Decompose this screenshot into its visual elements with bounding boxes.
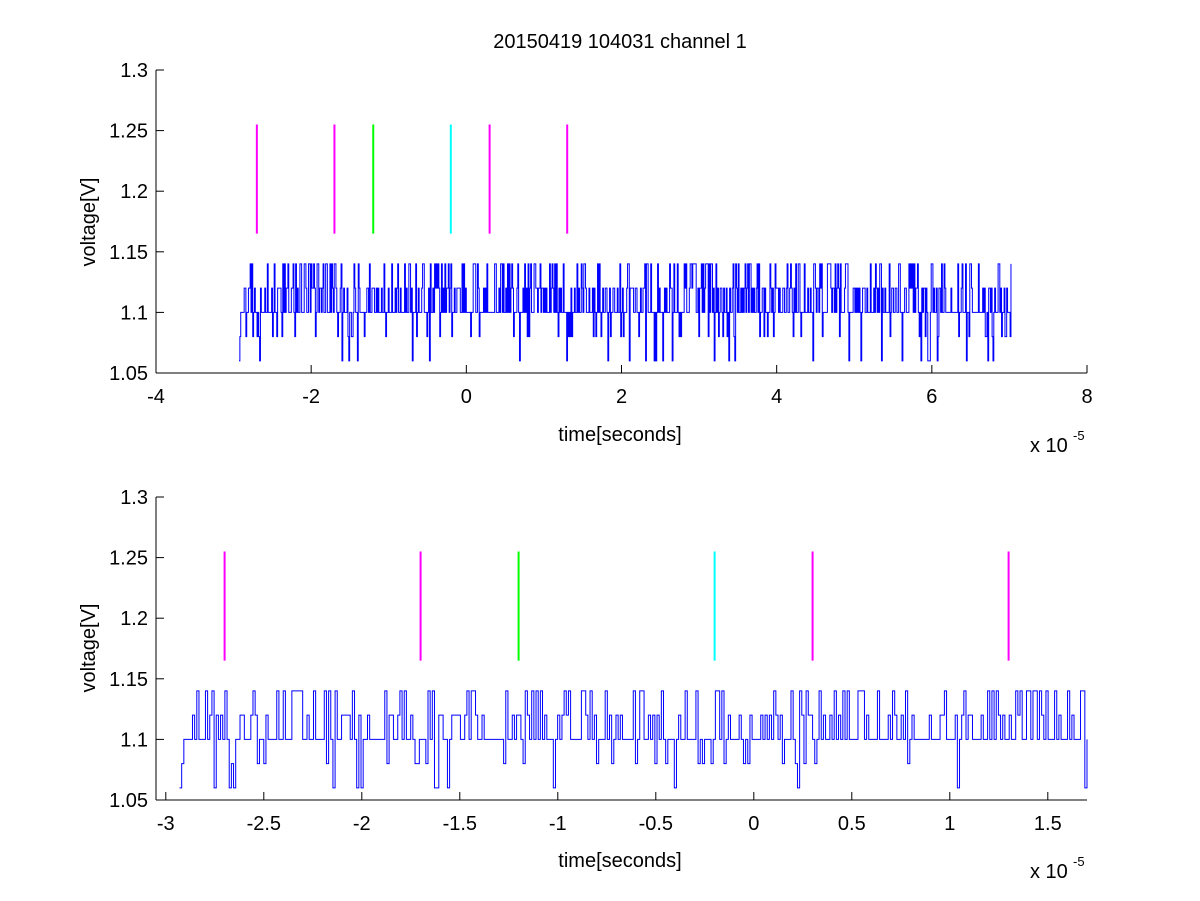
top-signal-line (239, 263, 1012, 362)
top-y-tick-label: 1.3 (120, 60, 148, 82)
top-y-tick-label: 1.05 (109, 363, 148, 385)
bottom-x-tick-label: -1 (549, 813, 567, 835)
top-x-tick-label: 4 (771, 386, 782, 408)
top-tick-group: -4 -2 0 2 4 6 8 1.05 1.1 1.15 1.2 1.25 1.3 (109, 60, 1093, 408)
bottom-x-tick-label: -1.5 (443, 813, 477, 835)
top-y-tick-label: 1.15 (109, 242, 148, 264)
top-chart-title: 20150419 104031 channel 1 (493, 31, 747, 53)
top-y-axis-label: voltage[V] (78, 178, 100, 267)
top-signal-group (239, 263, 1012, 362)
top-x-exponent-label: x 10 (1030, 435, 1068, 457)
bottom-tick-group: -3 -2.5 -2 -1.5 -1 -0.5 0 0.5 1 1.5 1.05 1.1 1.15 1.2… (109, 487, 1087, 835)
bottom-y-tick-label: 1.05 (109, 790, 148, 812)
top-x-tick-label: 0 (461, 386, 472, 408)
top-x-exponent-power: -5 (1073, 428, 1085, 443)
bottom-y-tick-label: 1.15 (109, 669, 148, 691)
bottom-x-tick-label: -0.5 (639, 813, 673, 835)
top-x-tick-label: -2 (302, 386, 320, 408)
bottom-x-tick-label: 0.5 (838, 813, 866, 835)
bottom-x-tick-label: 1 (944, 813, 955, 835)
top-x-tick-label: -4 (147, 386, 165, 408)
bottom-y-tick-label: 1.25 (109, 548, 148, 570)
bottom-marker-group (223, 551, 1010, 661)
bottom-y-tick-label: 1.1 (120, 729, 148, 751)
bottom-x-tick-label: 1.5 (1034, 813, 1062, 835)
bottom-x-tick-label: -2 (353, 813, 371, 835)
top-y-tick-label: 1.1 (120, 302, 148, 324)
top-x-tick-label: 2 (616, 386, 627, 408)
top-x-tick-label: 8 (1081, 386, 1092, 408)
bottom-axes: -3 -2.5 -2 -1.5 -1 -0.5 0 0.5 1 1.5 1.05 1.1 1.15 1.2… (78, 487, 1088, 883)
top-y-tick-label: 1.2 (120, 181, 148, 203)
bottom-x-tick-label: 0 (748, 813, 759, 835)
bottom-x-tick-label: -2.5 (247, 813, 281, 835)
bottom-x-exponent-label: x 10 (1030, 861, 1068, 883)
bottom-signal-line (179, 690, 1088, 789)
top-x-axis-label: time[seconds] (558, 424, 681, 446)
top-axes: 20150419 104031 channel 1 -4 -2 0 2 4 6 8 1.05 1… (78, 31, 1093, 457)
top-marker-group (255, 124, 569, 234)
bottom-y-axis-label: voltage[V] (78, 604, 100, 693)
top-y-tick-label: 1.25 (109, 121, 148, 143)
bottom-signal-group (179, 690, 1088, 789)
bottom-x-exponent-power: -5 (1073, 854, 1085, 869)
bottom-x-tick-label: -3 (157, 813, 175, 835)
bottom-x-axis-label: time[seconds] (558, 850, 681, 872)
bottom-y-tick-label: 1.3 (120, 487, 148, 509)
top-x-tick-label: 6 (926, 386, 937, 408)
bottom-y-tick-label: 1.2 (120, 608, 148, 630)
